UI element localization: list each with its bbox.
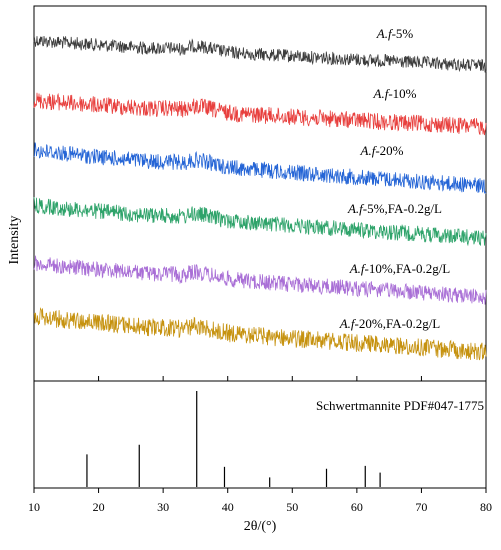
- x-tick-label: 80: [480, 500, 492, 514]
- x-tick-label: 40: [222, 500, 234, 514]
- series-label-4: A.f-5%,FA-0.2g/L: [347, 201, 442, 216]
- x-tick-label: 50: [286, 500, 298, 514]
- x-tick-label: 20: [93, 500, 105, 514]
- series-label-species: A.f: [349, 261, 367, 276]
- series-label-condition: -10%: [388, 86, 416, 101]
- series-label-1: A.f-5%: [376, 26, 414, 41]
- series-line-1: [33, 35, 487, 73]
- series-label-3: A.f-20%: [360, 143, 404, 158]
- series-label-condition: -5%,FA-0.2g/L: [363, 201, 442, 216]
- series-layer: [33, 35, 487, 361]
- series-label-species: A.f: [360, 143, 378, 158]
- x-axis-title: 2θ/(°): [244, 519, 277, 534]
- series-label-2: A.f-10%: [373, 86, 417, 101]
- series-line-2: [33, 92, 487, 136]
- series-label-5: A.f-10%,FA-0.2g/L: [349, 261, 451, 276]
- series-line-5: [33, 255, 487, 305]
- y-axis-title: Intensity: [7, 216, 22, 265]
- series-label-condition: -5%: [392, 26, 414, 41]
- reference-peaks: [86, 391, 381, 487]
- series-line-6: [33, 307, 487, 361]
- series-label-condition: -20%,FA-0.2g/L: [355, 316, 441, 331]
- series-label-condition: -20%: [375, 143, 403, 158]
- series-label-condition: -10%,FA-0.2g/L: [365, 261, 451, 276]
- series-label-species: A.f: [347, 201, 365, 216]
- x-tick-label: 70: [415, 500, 427, 514]
- series-line-4: [33, 197, 487, 247]
- x-tick-label: 30: [157, 500, 169, 514]
- series-label-species: A.f: [376, 26, 394, 41]
- x-axis-ticks: 10 20 30 40 50 60 70 80: [28, 376, 492, 514]
- x-tick-label: 60: [351, 500, 363, 514]
- reference-title: Schwertmannite PDF#047-1775: [316, 398, 484, 413]
- x-tick-label: 10: [28, 500, 40, 514]
- series-label-species: A.f: [373, 86, 391, 101]
- series-labels: A.f-5%A.f-10%A.f-20%A.f-5%,FA-0.2g/LA.f-…: [339, 26, 451, 331]
- lower-panel-frame: [33, 380, 487, 489]
- series-line-3: [33, 142, 487, 195]
- series-label-6: A.f-20%,FA-0.2g/L: [339, 316, 441, 331]
- series-label-species: A.f: [339, 316, 357, 331]
